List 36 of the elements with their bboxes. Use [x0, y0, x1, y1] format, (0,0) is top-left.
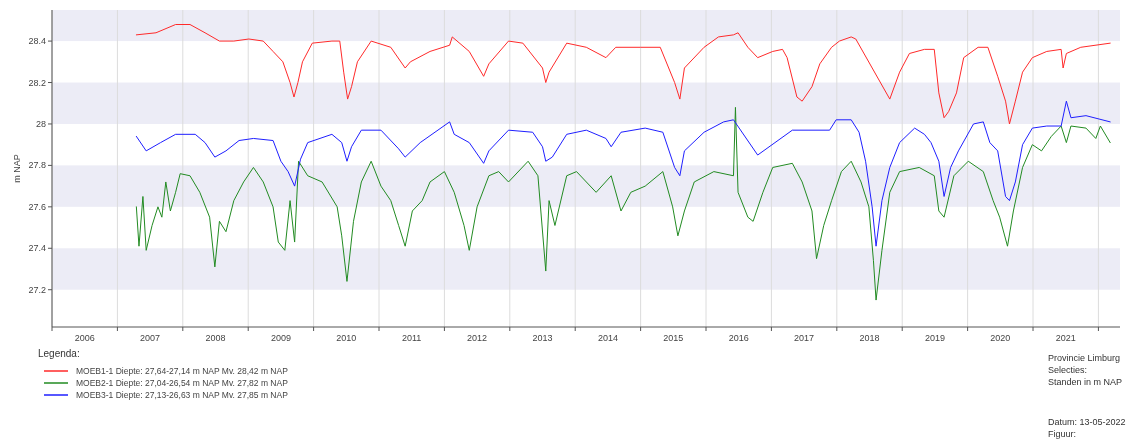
legend-label: MOEB2-1 Diepte: 27,04-26,54 m NAP Mv. 27,82 m NAP — [76, 378, 289, 388]
x-tick-label: 2013 — [532, 333, 553, 343]
x-tick-label: 2018 — [859, 333, 880, 343]
legend-label: MOEB3-1 Diepte: 27,13-26,63 m NAP Mv. 27,85 m NAP — [76, 390, 289, 400]
x-tick-label: 2019 — [924, 333, 945, 343]
legend-label: MOEB1-1 Diepte: 27,64-27,14 m NAP Mv. 28,42 m NAP — [76, 366, 289, 376]
x-tick-label: 2009 — [270, 333, 291, 343]
line-series — [135, 24, 1111, 125]
x-tick-label: 2014 — [597, 333, 618, 343]
x-tick-label: 2008 — [205, 333, 226, 343]
text: Selecties: — [1048, 365, 1088, 375]
x-tick-label: 2017 — [794, 333, 815, 343]
y-tick-label: 28.4 — [28, 36, 46, 47]
y-tick-label: 28.2 — [28, 77, 46, 88]
text: Provincie Limburg — [1048, 353, 1121, 363]
y-axis-title: m NAP — [12, 154, 22, 183]
x-tick-label: 2007 — [140, 333, 161, 343]
line-series — [135, 100, 1111, 247]
x-tick-label: 2012 — [467, 333, 488, 343]
line-series — [135, 106, 1111, 301]
y-tick-label: 28 — [35, 118, 46, 129]
x-tick-label: 2016 — [728, 333, 749, 343]
y-tick-label: 27.8 — [28, 160, 46, 171]
x-tick-label: 2021 — [1055, 333, 1076, 343]
x-tick-label: 2015 — [663, 333, 684, 343]
x-tick-label: 2020 — [990, 333, 1011, 343]
x-tick-label: 2010 — [336, 333, 357, 343]
y-tick-label: 27.6 — [28, 201, 46, 212]
x-tick-label: 2011 — [402, 333, 422, 343]
y-tick-label: 27.2 — [28, 284, 46, 295]
legend-title: Legenda: — [38, 348, 80, 359]
x-tick-label: 2006 — [74, 333, 95, 343]
text: Figuur: — [1048, 429, 1077, 439]
text: Standen in m NAP — [1048, 377, 1123, 387]
y-tick-label: 27.4 — [28, 243, 46, 254]
text: Datum: 13-05-2022 — [1048, 417, 1126, 427]
